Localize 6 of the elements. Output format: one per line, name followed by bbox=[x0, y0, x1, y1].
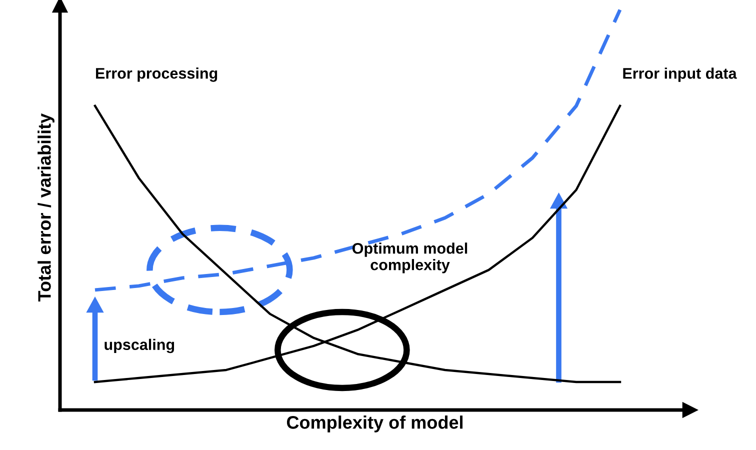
x-axis-title: Complexity of model bbox=[286, 416, 463, 432]
series-label: Error input data bbox=[623, 68, 737, 82]
y-axis-title: Total error / variability bbox=[38, 113, 54, 302]
annotation: upscaling bbox=[104, 338, 174, 354]
series-label: Error processing bbox=[96, 68, 218, 82]
annotation: Optimum model complexity bbox=[352, 242, 468, 274]
